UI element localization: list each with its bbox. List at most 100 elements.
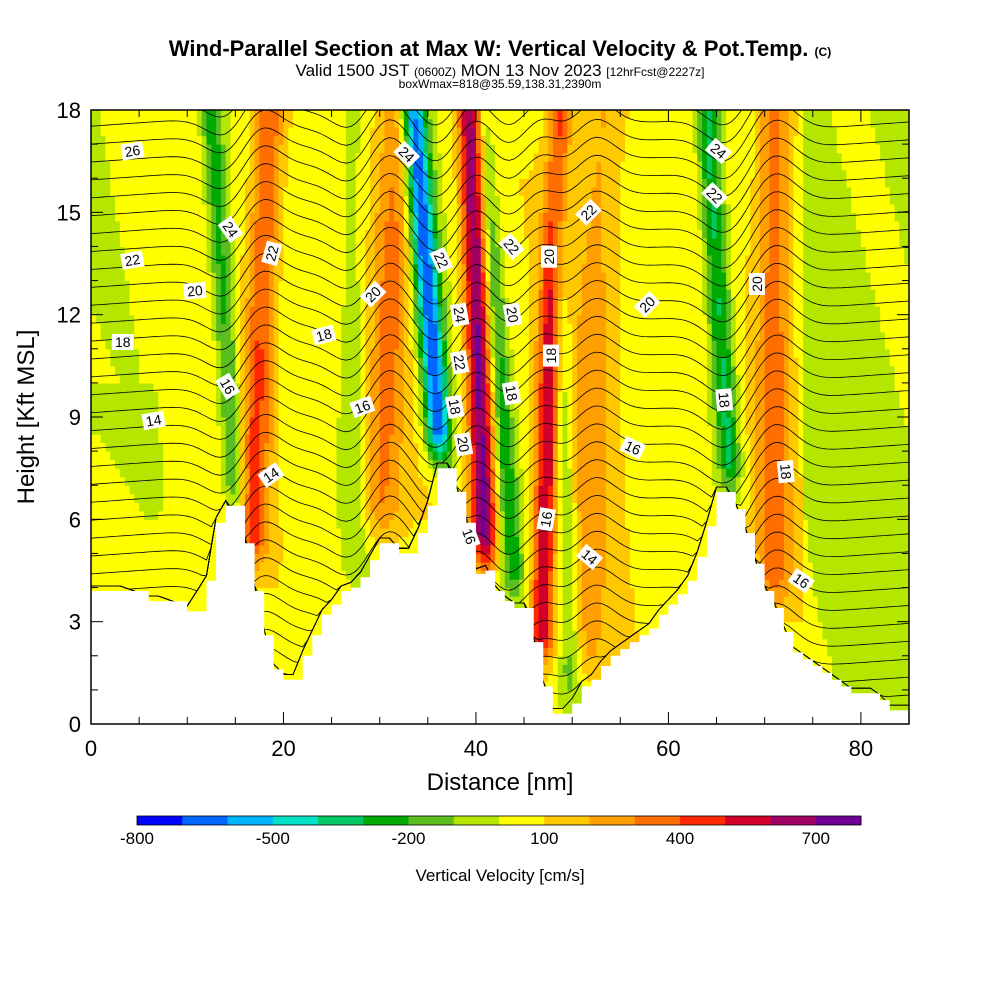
velocity-cell xyxy=(374,237,386,248)
velocity-cell xyxy=(490,365,496,375)
velocity-cell xyxy=(500,417,511,427)
velocity-cell xyxy=(220,297,227,307)
velocity-cell xyxy=(803,382,896,393)
velocity-cell xyxy=(504,561,511,572)
velocity-cell xyxy=(240,289,251,299)
velocity-cell xyxy=(485,468,491,478)
velocity-cell xyxy=(480,502,487,512)
velocity-cell xyxy=(538,323,544,333)
velocity-cell xyxy=(370,144,386,154)
velocity-cell xyxy=(418,451,429,461)
velocity-cell xyxy=(548,186,564,196)
velocity-cell xyxy=(538,451,544,461)
theta-label: 18 xyxy=(543,344,559,367)
velocity-cell xyxy=(211,314,217,324)
theta-label: 18 xyxy=(501,380,522,406)
velocity-cell xyxy=(273,442,280,452)
velocity-cell xyxy=(803,272,872,282)
velocity-cell xyxy=(119,237,208,248)
velocity-cell xyxy=(524,527,530,537)
velocity-cell xyxy=(432,451,439,461)
velocity-cell xyxy=(230,144,251,154)
velocity-cell xyxy=(466,169,477,179)
theta-label-bg xyxy=(429,246,454,274)
velocity-cell xyxy=(601,254,621,265)
velocity-cell xyxy=(721,246,727,256)
velocity-cell xyxy=(475,519,482,529)
velocity-cell xyxy=(548,621,554,631)
velocity-cell xyxy=(394,110,400,120)
velocity-cell xyxy=(572,408,578,418)
velocity-cell xyxy=(620,382,708,393)
velocity-cell xyxy=(509,297,530,307)
velocity-cell xyxy=(803,519,809,529)
velocity-cell xyxy=(91,169,111,179)
velocity-cell xyxy=(509,553,520,563)
velocity-cell xyxy=(244,348,251,358)
velocity-cell xyxy=(764,561,785,572)
velocity-cell xyxy=(803,399,900,410)
velocity-cell xyxy=(240,382,246,393)
velocity-cell xyxy=(485,527,491,537)
velocity-cell xyxy=(394,391,405,401)
velocity-cell xyxy=(346,280,362,290)
velocity-cell xyxy=(346,289,362,299)
velocity-cell xyxy=(485,425,491,435)
velocity-cell xyxy=(269,331,275,341)
velocity-cell xyxy=(730,331,737,341)
velocity-cell xyxy=(625,502,722,512)
velocity-cell xyxy=(543,280,554,290)
velocity-cell xyxy=(514,348,530,358)
velocity-cell xyxy=(485,476,491,486)
velocity-cell xyxy=(567,110,573,120)
velocity-cell xyxy=(432,374,439,384)
velocity-cell xyxy=(495,493,501,503)
velocity-cell xyxy=(543,434,554,444)
velocity-cell xyxy=(283,135,289,145)
velocity-cell xyxy=(581,621,602,631)
velocity-cell xyxy=(273,417,280,427)
velocity-cell xyxy=(899,391,909,401)
velocity-cell xyxy=(398,468,419,478)
velocity-cell xyxy=(755,144,761,154)
velocity-cell xyxy=(124,246,208,256)
velocity-cell xyxy=(269,527,285,537)
velocity-cell xyxy=(423,118,429,128)
velocity-cell xyxy=(230,161,251,171)
velocity-cell xyxy=(500,536,506,546)
velocity-cell xyxy=(519,459,530,469)
velocity-cell xyxy=(365,434,371,444)
velocity-cell xyxy=(552,596,559,606)
theta-label-text: 18 xyxy=(115,334,131,350)
velocity-cell xyxy=(480,212,487,222)
velocity-cell xyxy=(211,144,222,154)
velocity-cell xyxy=(235,391,241,401)
velocity-cell xyxy=(605,476,626,486)
velocity-cell xyxy=(394,374,405,384)
velocity-cell xyxy=(605,493,626,503)
velocity-cell xyxy=(572,655,578,665)
velocity-cell xyxy=(471,297,482,307)
velocity-cell xyxy=(803,212,857,222)
velocity-cell xyxy=(509,331,530,341)
velocity-cell xyxy=(91,579,246,589)
velocity-cell xyxy=(557,621,564,631)
velocity-cell xyxy=(403,365,414,375)
velocity-cell xyxy=(620,357,708,367)
velocity-cell xyxy=(461,220,467,230)
velocity-cell xyxy=(379,434,390,444)
velocity-cell xyxy=(423,391,429,401)
velocity-cell xyxy=(249,485,261,495)
velocity-cell xyxy=(562,510,573,520)
velocity-cell xyxy=(788,135,795,145)
velocity-cell xyxy=(726,314,732,324)
velocity-cell xyxy=(601,613,636,623)
velocity-cell xyxy=(398,220,405,230)
velocity-cell xyxy=(576,476,607,486)
velocity-cell xyxy=(230,246,236,256)
velocity-cell xyxy=(244,374,251,384)
velocity-cell xyxy=(244,203,256,213)
velocity-cell xyxy=(721,408,727,418)
velocity-cell xyxy=(398,340,405,350)
velocity-cell xyxy=(706,110,713,120)
